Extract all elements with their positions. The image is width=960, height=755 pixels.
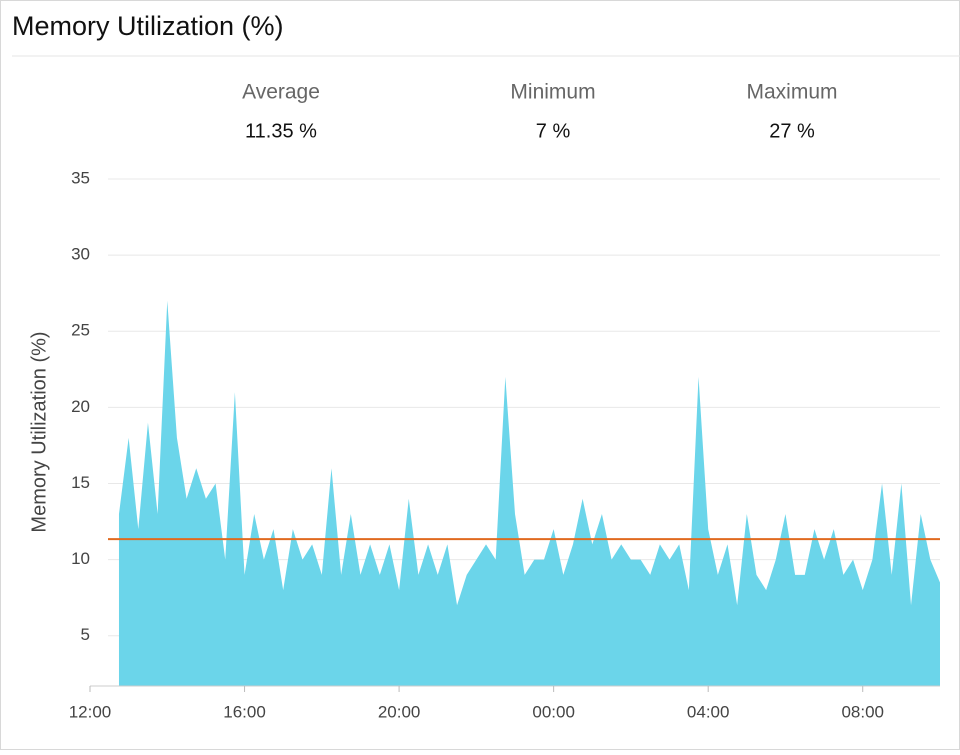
y-tick-label: 10 xyxy=(71,549,90,568)
panel-title: Memory Utilization (%) xyxy=(12,11,284,41)
stat-label: Average xyxy=(242,81,320,104)
x-tick-label: 12:00 xyxy=(69,702,112,721)
area xyxy=(118,300,940,686)
y-tick-label: 35 xyxy=(71,168,90,187)
y-tick-label: 20 xyxy=(71,397,90,416)
x-tick-label: 20:00 xyxy=(378,702,421,721)
x-tick-label: 00:00 xyxy=(532,702,575,721)
y-tick-label: 30 xyxy=(71,245,90,264)
y-tick-label: 15 xyxy=(71,473,90,492)
stat-value: 7 % xyxy=(536,120,571,142)
stat-label: Maximum xyxy=(746,81,837,104)
x-tick-label: 04:00 xyxy=(687,702,730,721)
y-tick-label: 5 xyxy=(81,625,90,644)
stat-value: 11.35 % xyxy=(245,120,317,142)
stat: Maximum 27 % xyxy=(746,81,837,143)
y-tick-label: 25 xyxy=(71,321,90,340)
stat-label: Minimum xyxy=(510,81,595,104)
stat: Minimum 7 % xyxy=(510,81,595,143)
x-tick-label: 08:00 xyxy=(841,702,884,721)
stat: Average 11.35 % xyxy=(242,81,320,143)
stat-value: 27 % xyxy=(769,120,815,142)
y-axis-label: Memory Utilization (%) xyxy=(28,331,50,532)
x-tick-label: 16:00 xyxy=(223,702,266,721)
